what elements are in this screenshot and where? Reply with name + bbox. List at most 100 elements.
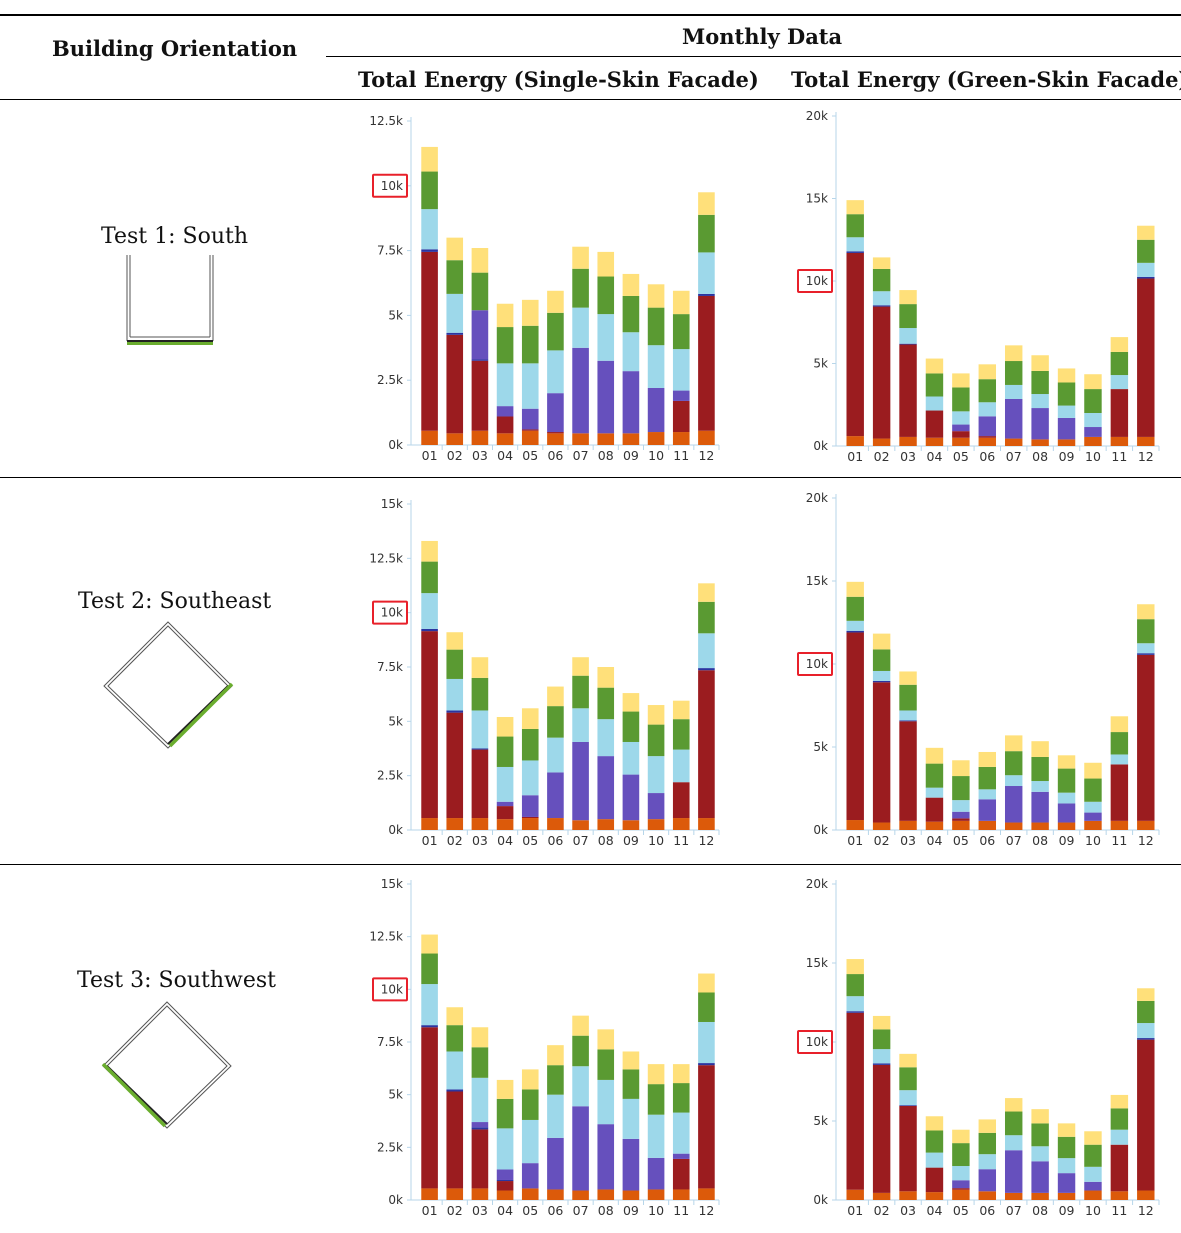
x-tick-label: 01 [847,1203,863,1218]
bar-segment-green [872,268,891,292]
bar-segment-orange [672,818,690,830]
bar-segment-darkred [872,1064,891,1193]
bar-segment-lightblue [647,756,665,794]
bar-segment-darkred [496,806,514,820]
bar-segment-yellow [647,705,665,725]
x-tick-label: 02 [874,449,890,464]
bar-segment-darkred [446,1091,464,1189]
bar-segment-darkred [471,749,489,819]
bar-segment-lightblue [899,710,917,721]
x-tick-label: 06 [979,449,995,464]
bar-segment-orange [1057,439,1076,446]
bar-segment-lightblue [846,996,864,1012]
bar-segment-lightblue [446,678,464,711]
bar-segment-orange [846,820,864,830]
bar-segment-orange [698,1188,715,1200]
bar-segment-yellow [925,1116,944,1131]
bar-segment-lightblue [496,766,514,802]
bar-segment-lightblue [925,396,944,411]
bar-segment-orange [1110,436,1129,446]
bar-segment-yellow [872,1015,891,1030]
stacked-bar-chart-south-single: 0k 2.5k 5k 7.5k 10k 12.5k 01 02 03 04 05 06 07 08 09 10… [369,114,720,463]
bar-segment-orange [547,818,564,830]
stacked-bar-chart-southeast-green: 0k 5k 10k 15k 20k 01 02 03 04 05 06 07 08 09 10 11 12 [797,491,1160,848]
x-tick-label: 12 [1138,833,1154,848]
bar-segment-green [698,992,715,1022]
bar-segment-blue [446,1089,464,1092]
bar-segment-blue [1137,276,1155,279]
bar-segment-yellow [622,273,640,296]
bar-segment-lightblue [925,787,944,798]
y-tick-label: 5k [388,714,403,728]
bar-segment-blue [446,710,464,713]
bar-segment-lightblue [672,749,690,783]
bar-segment-darkred [421,631,438,819]
y-tick-label: 10k [806,274,828,288]
bar-segment-purple [978,799,997,821]
bar-segment-darkred [952,1188,970,1190]
y-tick-label: 10k [381,179,403,193]
bar-segment-yellow [899,671,917,685]
bar-segment-green [521,325,539,364]
bar-segment-green [572,1035,589,1067]
chart-southeast-single: 0k 2.5k 5k 7.5k 10k 12.5k 15k 01 02 03 04 05 06 07 08 0… [365,496,725,850]
bar-segment-orange [925,821,944,830]
bar-segment-purple [1084,812,1102,821]
x-tick-label: 03 [472,1203,488,1218]
bar-segment-blue [899,1105,917,1106]
bar-segment-purple [672,1153,690,1159]
chart-south-single: 0k 2.5k 5k 7.5k 10k 12.5k 01 02 03 04 05 06 07 08 09 10… [365,113,725,465]
bar-segment-yellow [952,1129,970,1144]
bar-segment-blue [899,343,917,345]
header-monthly-data: Monthly Data [682,24,843,49]
bar-segment-purple [1004,398,1023,439]
bar-segment-yellow [698,973,715,993]
bar-segment-lightblue [672,1112,690,1154]
bar-segment-yellow [1084,762,1102,779]
row-label-south: Test 1: South [101,224,249,249]
bar-segment-yellow [421,146,438,172]
bar-segment-lightblue [925,1152,944,1168]
x-tick-label: 05 [953,833,969,848]
bar-segment-orange [446,1188,464,1200]
x-tick-label: 04 [927,449,943,464]
bar-segment-orange [521,430,539,445]
x-tick-label: 08 [1032,449,1048,464]
bar-segment-green [1004,751,1023,776]
bar-segment-yellow [846,581,864,597]
bar-segment-darkred [872,682,891,823]
bar-segment-green [547,706,564,738]
y-tick-label: 2.5k [377,373,403,387]
y-tick-label: 15k [806,192,828,206]
bar-segment-darkred [925,410,944,438]
x-tick-label: 08 [598,833,614,848]
x-tick-label: 07 [573,1203,589,1218]
bar-segment-darkred [698,295,715,431]
bar-segment-darkred [471,360,489,431]
y-tick-label: 7.5k [377,1035,403,1049]
bar-segment-blue [471,748,489,750]
bar-segment-blue [899,720,917,722]
bar-segment-blue [846,630,864,633]
bar-segment-purple [647,1157,665,1190]
bar-segment-yellow [1137,225,1155,240]
chart-southwest-green: 0k 5k 10k 15k 20k 01 02 03 04 05 06 07 08 09 10 11 12 [790,876,1165,1220]
bar-segment-orange [672,1189,690,1200]
bar-segment-darkred [846,632,864,821]
bar-segment-green [925,373,944,397]
bar-segment-green [925,763,944,788]
bar-segment-orange [1084,1190,1102,1200]
bar-segment-purple [521,408,539,430]
bar-segment-purple [622,371,640,434]
bar-segment-purple [647,387,665,433]
highlight-box [797,1030,833,1054]
bar-segment-yellow [521,1069,539,1090]
bar-segment-orange [1031,822,1049,830]
x-tick-label: 11 [673,833,689,848]
bar-segment-orange [925,1192,944,1200]
bar-segment-orange [978,437,997,446]
bar-segment-green [1137,239,1155,263]
bar-segment-orange [572,433,589,445]
bar-segment-lightblue [1057,405,1076,418]
bar-segment-purple [597,360,615,434]
